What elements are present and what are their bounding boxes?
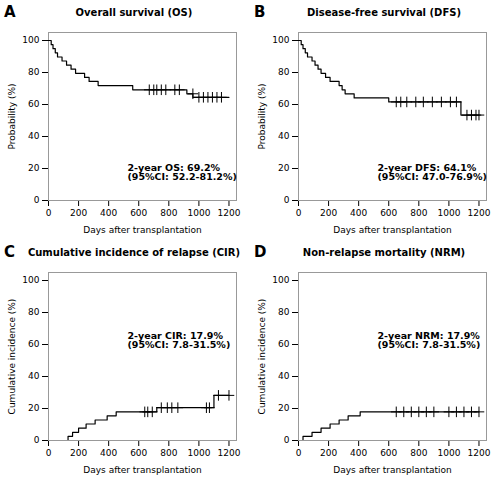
svg-text:80: 80 (28, 67, 40, 77)
svg-text:200: 200 (320, 208, 337, 218)
svg-text:600: 600 (130, 208, 147, 218)
svg-text:200: 200 (70, 448, 87, 458)
svg-text:400: 400 (100, 448, 117, 458)
svg-text:Probability (%): Probability (%) (257, 83, 267, 149)
svg-text:Cumulative incidence (%): Cumulative incidence (%) (7, 299, 17, 415)
svg-text:Days after transplantation: Days after transplantation (83, 465, 201, 475)
svg-text:60: 60 (278, 99, 290, 109)
svg-text:400: 400 (100, 208, 117, 218)
svg-text:100: 100 (22, 275, 39, 285)
svg-text:60: 60 (28, 99, 40, 109)
html-text:Overall survival (OS): Overall survival (OS) (75, 6, 193, 18)
svg-text:100: 100 (272, 35, 289, 45)
svg-text:2-year NRM: 17.9%(95%CI: 7.8-3: 2-year NRM: 17.9%(95%CI: 7.8-31.5%) (377, 330, 480, 351)
svg-text:100: 100 (272, 275, 289, 285)
svg-text:0: 0 (46, 448, 52, 458)
svg-text:Probability (%): Probability (%) (7, 83, 17, 149)
svg-text:2-year DFS: 64.1%(95%CI: 47.0-: 2-year DFS: 64.1%(95%CI: 47.0-76.9%) (377, 162, 486, 183)
svg-text:Days after transplantation: Days after transplantation (83, 225, 201, 235)
svg-text:40: 40 (278, 371, 290, 381)
html-text:Cumulative incidence of relaps: Cumulative incidence of relapse (CIR) (27, 246, 241, 258)
html-text:D: D (254, 243, 267, 261)
svg-text:80: 80 (278, 307, 290, 317)
svg-text:800: 800 (160, 448, 177, 458)
svg-text:1000: 1000 (187, 208, 210, 218)
svg-text:20: 20 (28, 163, 40, 173)
svg-text:0: 0 (296, 208, 302, 218)
svg-text:600: 600 (130, 448, 147, 458)
svg-text:0: 0 (284, 195, 290, 205)
svg-text:20: 20 (28, 403, 40, 413)
svg-text:1200: 1200 (468, 448, 491, 458)
svg-text:0: 0 (34, 435, 40, 445)
svg-text:200: 200 (70, 208, 87, 218)
svg-text:40: 40 (28, 371, 40, 381)
svg-text:40: 40 (278, 131, 290, 141)
svg-text:800: 800 (410, 448, 427, 458)
svg-text:400: 400 (350, 448, 367, 458)
svg-text:80: 80 (28, 307, 40, 317)
svg-text:100: 100 (22, 35, 39, 45)
svg-text:1200: 1200 (218, 208, 241, 218)
svg-text:20: 20 (278, 403, 290, 413)
svg-text:80: 80 (278, 67, 290, 77)
svg-text:800: 800 (410, 208, 427, 218)
svg-text:60: 60 (28, 339, 40, 349)
svg-text:Cumulative incidence (%): Cumulative incidence (%) (257, 299, 267, 415)
svg-text:400: 400 (350, 208, 367, 218)
svg-text:600: 600 (380, 208, 397, 218)
svg-text:0: 0 (34, 195, 40, 205)
svg-text:Days after transplantation: Days after transplantation (333, 465, 451, 475)
svg-text:1200: 1200 (218, 448, 241, 458)
svg-text:20: 20 (278, 163, 290, 173)
html-text:Non-relapse mortality (NRM): Non-relapse mortality (NRM) (302, 246, 466, 258)
svg-text:2-year OS: 69.2%(95%CI: 52.2-8: 2-year OS: 69.2%(95%CI: 52.2-81.2%) (127, 162, 236, 183)
svg-text:40: 40 (28, 131, 40, 141)
svg-text:2-year CIR: 17.9%(95%CI: 7.8-3: 2-year CIR: 17.9%(95%CI: 7.8-31.5%) (127, 330, 230, 351)
svg-text:0: 0 (284, 435, 290, 445)
html-text:Disease-free survival (DFS): Disease-free survival (DFS) (307, 6, 461, 18)
svg-text:1000: 1000 (437, 208, 460, 218)
svg-text:1000: 1000 (187, 448, 210, 458)
svg-text:Days after transplantation: Days after transplantation (333, 225, 451, 235)
html-text:A: A (4, 3, 16, 21)
html-text:C: C (4, 243, 15, 261)
svg-text:0: 0 (46, 208, 52, 218)
svg-text:60: 60 (278, 339, 290, 349)
svg-text:1000: 1000 (437, 448, 460, 458)
svg-text:600: 600 (380, 448, 397, 458)
svg-text:200: 200 (320, 448, 337, 458)
svg-text:1200: 1200 (468, 208, 491, 218)
svg-text:0: 0 (296, 448, 302, 458)
svg-text:800: 800 (160, 208, 177, 218)
html-text:B: B (254, 3, 266, 21)
